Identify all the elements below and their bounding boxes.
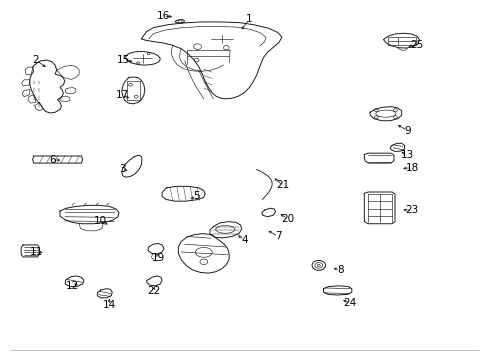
Text: 17: 17: [116, 90, 129, 100]
Text: 8: 8: [336, 265, 343, 275]
Text: 25: 25: [409, 40, 423, 50]
Text: 7: 7: [274, 231, 281, 242]
Text: 18: 18: [405, 163, 418, 173]
Text: 19: 19: [151, 253, 164, 262]
Text: 20: 20: [281, 214, 294, 224]
Text: 4: 4: [241, 235, 247, 245]
Text: 9: 9: [403, 126, 410, 136]
Text: 12: 12: [65, 281, 79, 291]
Text: 23: 23: [405, 205, 418, 215]
Text: 21: 21: [276, 180, 289, 190]
Text: 24: 24: [343, 298, 356, 308]
Text: 22: 22: [146, 286, 160, 296]
Text: 5: 5: [193, 191, 200, 201]
Text: 10: 10: [94, 216, 107, 226]
Text: 2: 2: [33, 55, 39, 65]
Text: 16: 16: [156, 11, 169, 21]
Text: 11: 11: [29, 247, 42, 257]
Text: 15: 15: [117, 55, 130, 65]
Text: 6: 6: [49, 155, 56, 165]
Text: 13: 13: [400, 150, 413, 159]
Text: 3: 3: [119, 165, 125, 174]
Text: 14: 14: [102, 300, 116, 310]
Text: 1: 1: [245, 14, 252, 24]
